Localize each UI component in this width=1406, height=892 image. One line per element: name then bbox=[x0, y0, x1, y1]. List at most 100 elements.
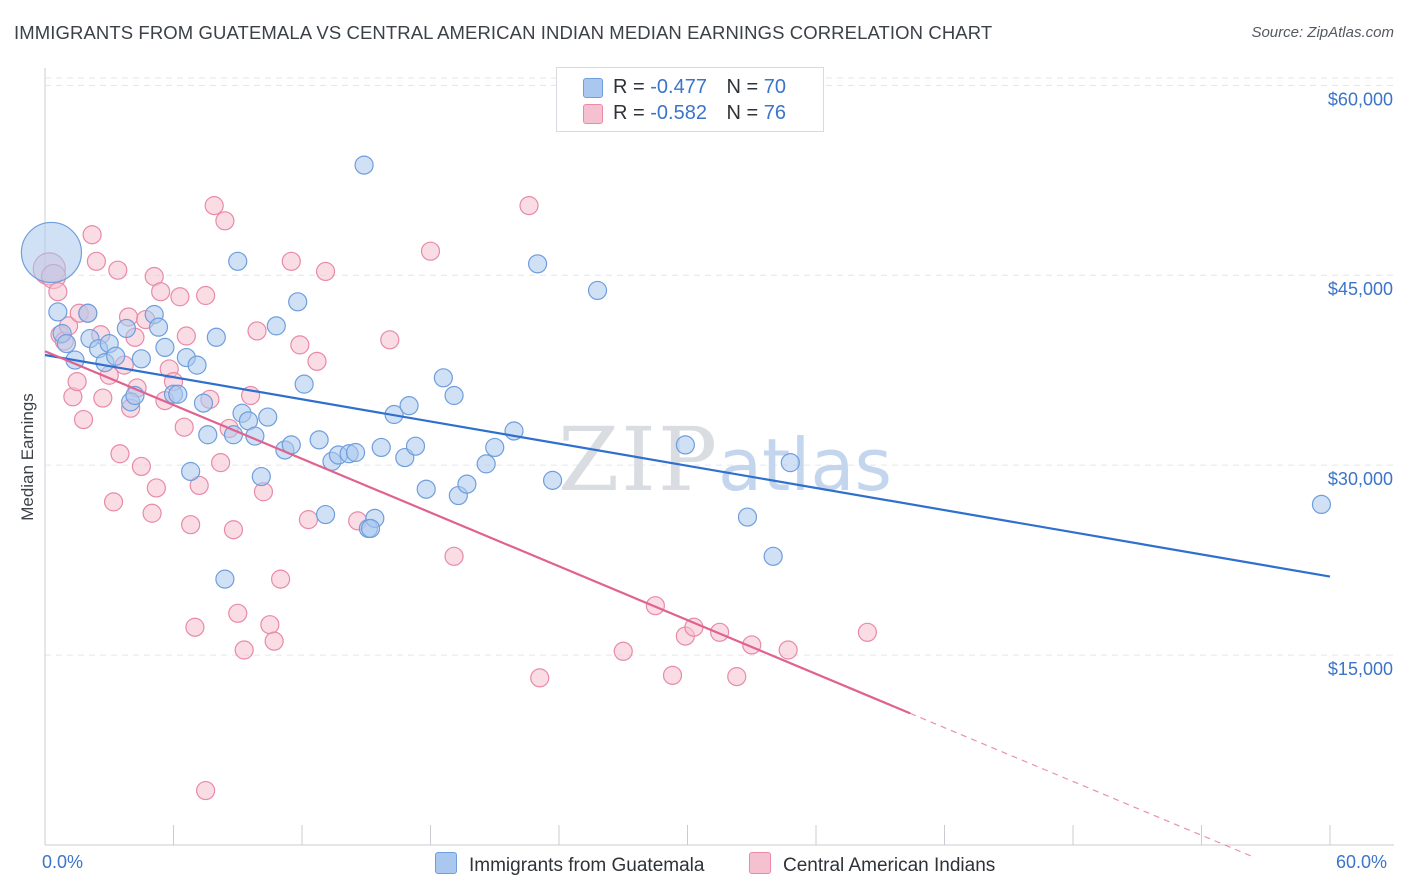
point-guatemala bbox=[433, 368, 453, 388]
point-guatemala bbox=[457, 474, 477, 494]
point-guatemala bbox=[780, 453, 800, 473]
legend-series-label: Central American Indians bbox=[783, 855, 996, 876]
legend-n-value: 70 bbox=[763, 76, 787, 98]
source-credit: Source: ZipAtlas.com bbox=[1251, 24, 1394, 41]
legend-r-label: R = bbox=[613, 102, 651, 124]
point-central-american-indian bbox=[857, 622, 878, 642]
watermark-zip: ZIP bbox=[558, 408, 719, 511]
legend-swatch-blue bbox=[435, 852, 457, 874]
point-central-american-indian bbox=[234, 640, 254, 660]
point-central-american-indian bbox=[110, 444, 130, 464]
point-central-american-indian bbox=[247, 321, 267, 341]
point-central-american-indian bbox=[444, 546, 464, 566]
point-central-american-indian bbox=[519, 196, 539, 216]
x-max-label: 60.0% bbox=[1336, 852, 1388, 872]
point-guatemala bbox=[444, 385, 464, 406]
point-central-american-indian bbox=[281, 251, 301, 271]
point-central-american-indian bbox=[380, 330, 400, 350]
point-guatemala bbox=[56, 334, 77, 354]
point-central-american-indian bbox=[196, 285, 216, 306]
point-central-american-indian bbox=[778, 640, 798, 660]
point-central-american-indian bbox=[211, 453, 231, 473]
trend-line bbox=[44, 350, 911, 715]
legend-r-value: -0.582 bbox=[650, 102, 707, 124]
point-guatemala bbox=[251, 466, 271, 487]
point-central-american-indian bbox=[108, 260, 128, 280]
point-guatemala bbox=[215, 569, 235, 589]
trend-lines bbox=[44, 350, 1331, 859]
point-guatemala bbox=[485, 437, 505, 458]
point-central-american-indian bbox=[48, 282, 68, 302]
point-central-american-indian bbox=[290, 335, 310, 355]
point-guatemala bbox=[198, 425, 218, 445]
stats-legend: R = -0.477 N = 70 R = -0.582 N = 76 bbox=[556, 67, 824, 132]
point-guatemala bbox=[763, 546, 783, 566]
chart-title: IMMIGRANTS FROM GUATEMALA VS CENTRAL AME… bbox=[14, 22, 993, 43]
point-central-american-indian bbox=[67, 371, 87, 392]
point-guatemala bbox=[587, 280, 608, 301]
point-central-american-indian bbox=[228, 603, 248, 623]
point-guatemala bbox=[315, 504, 336, 525]
point-central-american-indian bbox=[73, 409, 94, 430]
point-guatemala bbox=[542, 470, 563, 490]
point-central-american-indian bbox=[196, 780, 216, 801]
point-guatemala bbox=[405, 436, 426, 456]
y-tick-label: $45,000 bbox=[1328, 279, 1393, 299]
legend-swatch-pink bbox=[749, 852, 771, 874]
x-min-label: 0.0% bbox=[42, 852, 84, 872]
legend-n-label: N = bbox=[726, 76, 764, 98]
point-guatemala bbox=[354, 155, 374, 175]
point-guatemala bbox=[78, 303, 98, 323]
point-guatemala bbox=[288, 292, 308, 312]
point-central-american-indian bbox=[142, 503, 162, 523]
point-guatemala bbox=[187, 355, 207, 375]
trend-line bbox=[44, 353, 1331, 578]
legend-series-label: Immigrants from Guatemala bbox=[469, 855, 705, 876]
point-central-american-indian bbox=[185, 617, 205, 637]
point-guatemala bbox=[399, 396, 419, 416]
point-guatemala bbox=[20, 221, 83, 284]
y-tick-label: $60,000 bbox=[1328, 89, 1393, 109]
point-central-american-indian bbox=[204, 196, 224, 216]
gridlines bbox=[45, 77, 1394, 656]
point-guatemala bbox=[228, 251, 248, 271]
point-guatemala bbox=[675, 435, 695, 455]
point-guatemala bbox=[181, 461, 201, 482]
point-central-american-indian bbox=[298, 510, 319, 530]
bottom-legend-guatemala: Immigrants from Guatemala bbox=[435, 852, 704, 876]
point-central-american-indian bbox=[146, 478, 166, 498]
point-guatemala bbox=[266, 316, 286, 336]
point-guatemala bbox=[416, 479, 436, 499]
point-central-american-indian bbox=[189, 475, 209, 496]
point-central-american-indian bbox=[613, 641, 633, 661]
legend-r-label: R = bbox=[613, 76, 651, 98]
point-guatemala bbox=[527, 254, 548, 274]
point-central-american-indian bbox=[530, 668, 550, 688]
point-guatemala bbox=[345, 442, 366, 463]
point-guatemala bbox=[258, 407, 278, 427]
point-guatemala bbox=[360, 518, 381, 539]
point-guatemala bbox=[148, 317, 169, 337]
point-central-american-indian bbox=[151, 282, 171, 302]
point-guatemala bbox=[116, 318, 136, 339]
point-guatemala bbox=[371, 437, 391, 458]
y-tick-label: $15,000 bbox=[1328, 659, 1393, 679]
point-central-american-indian bbox=[176, 326, 196, 346]
point-guatemala bbox=[1311, 494, 1332, 515]
watermark-atlas: atlas bbox=[718, 423, 892, 507]
point-central-american-indian bbox=[270, 569, 291, 589]
y-tick-labels: $15,000 $30,000 $45,000 $60,000 bbox=[1328, 89, 1393, 679]
point-central-american-indian bbox=[727, 667, 747, 687]
point-central-american-indian bbox=[131, 456, 151, 477]
point-central-american-indian bbox=[315, 261, 336, 282]
point-central-american-indian bbox=[170, 287, 190, 307]
axes bbox=[44, 68, 1394, 846]
point-guatemala bbox=[106, 346, 126, 366]
point-central-american-indian bbox=[223, 520, 244, 540]
point-central-american-indian bbox=[86, 251, 107, 271]
watermark: ZIP atlas bbox=[558, 408, 892, 511]
legend-swatch-pink bbox=[583, 104, 603, 124]
series-immigrants-guatemala bbox=[20, 155, 1332, 589]
legend-n-value: 76 bbox=[763, 102, 787, 124]
